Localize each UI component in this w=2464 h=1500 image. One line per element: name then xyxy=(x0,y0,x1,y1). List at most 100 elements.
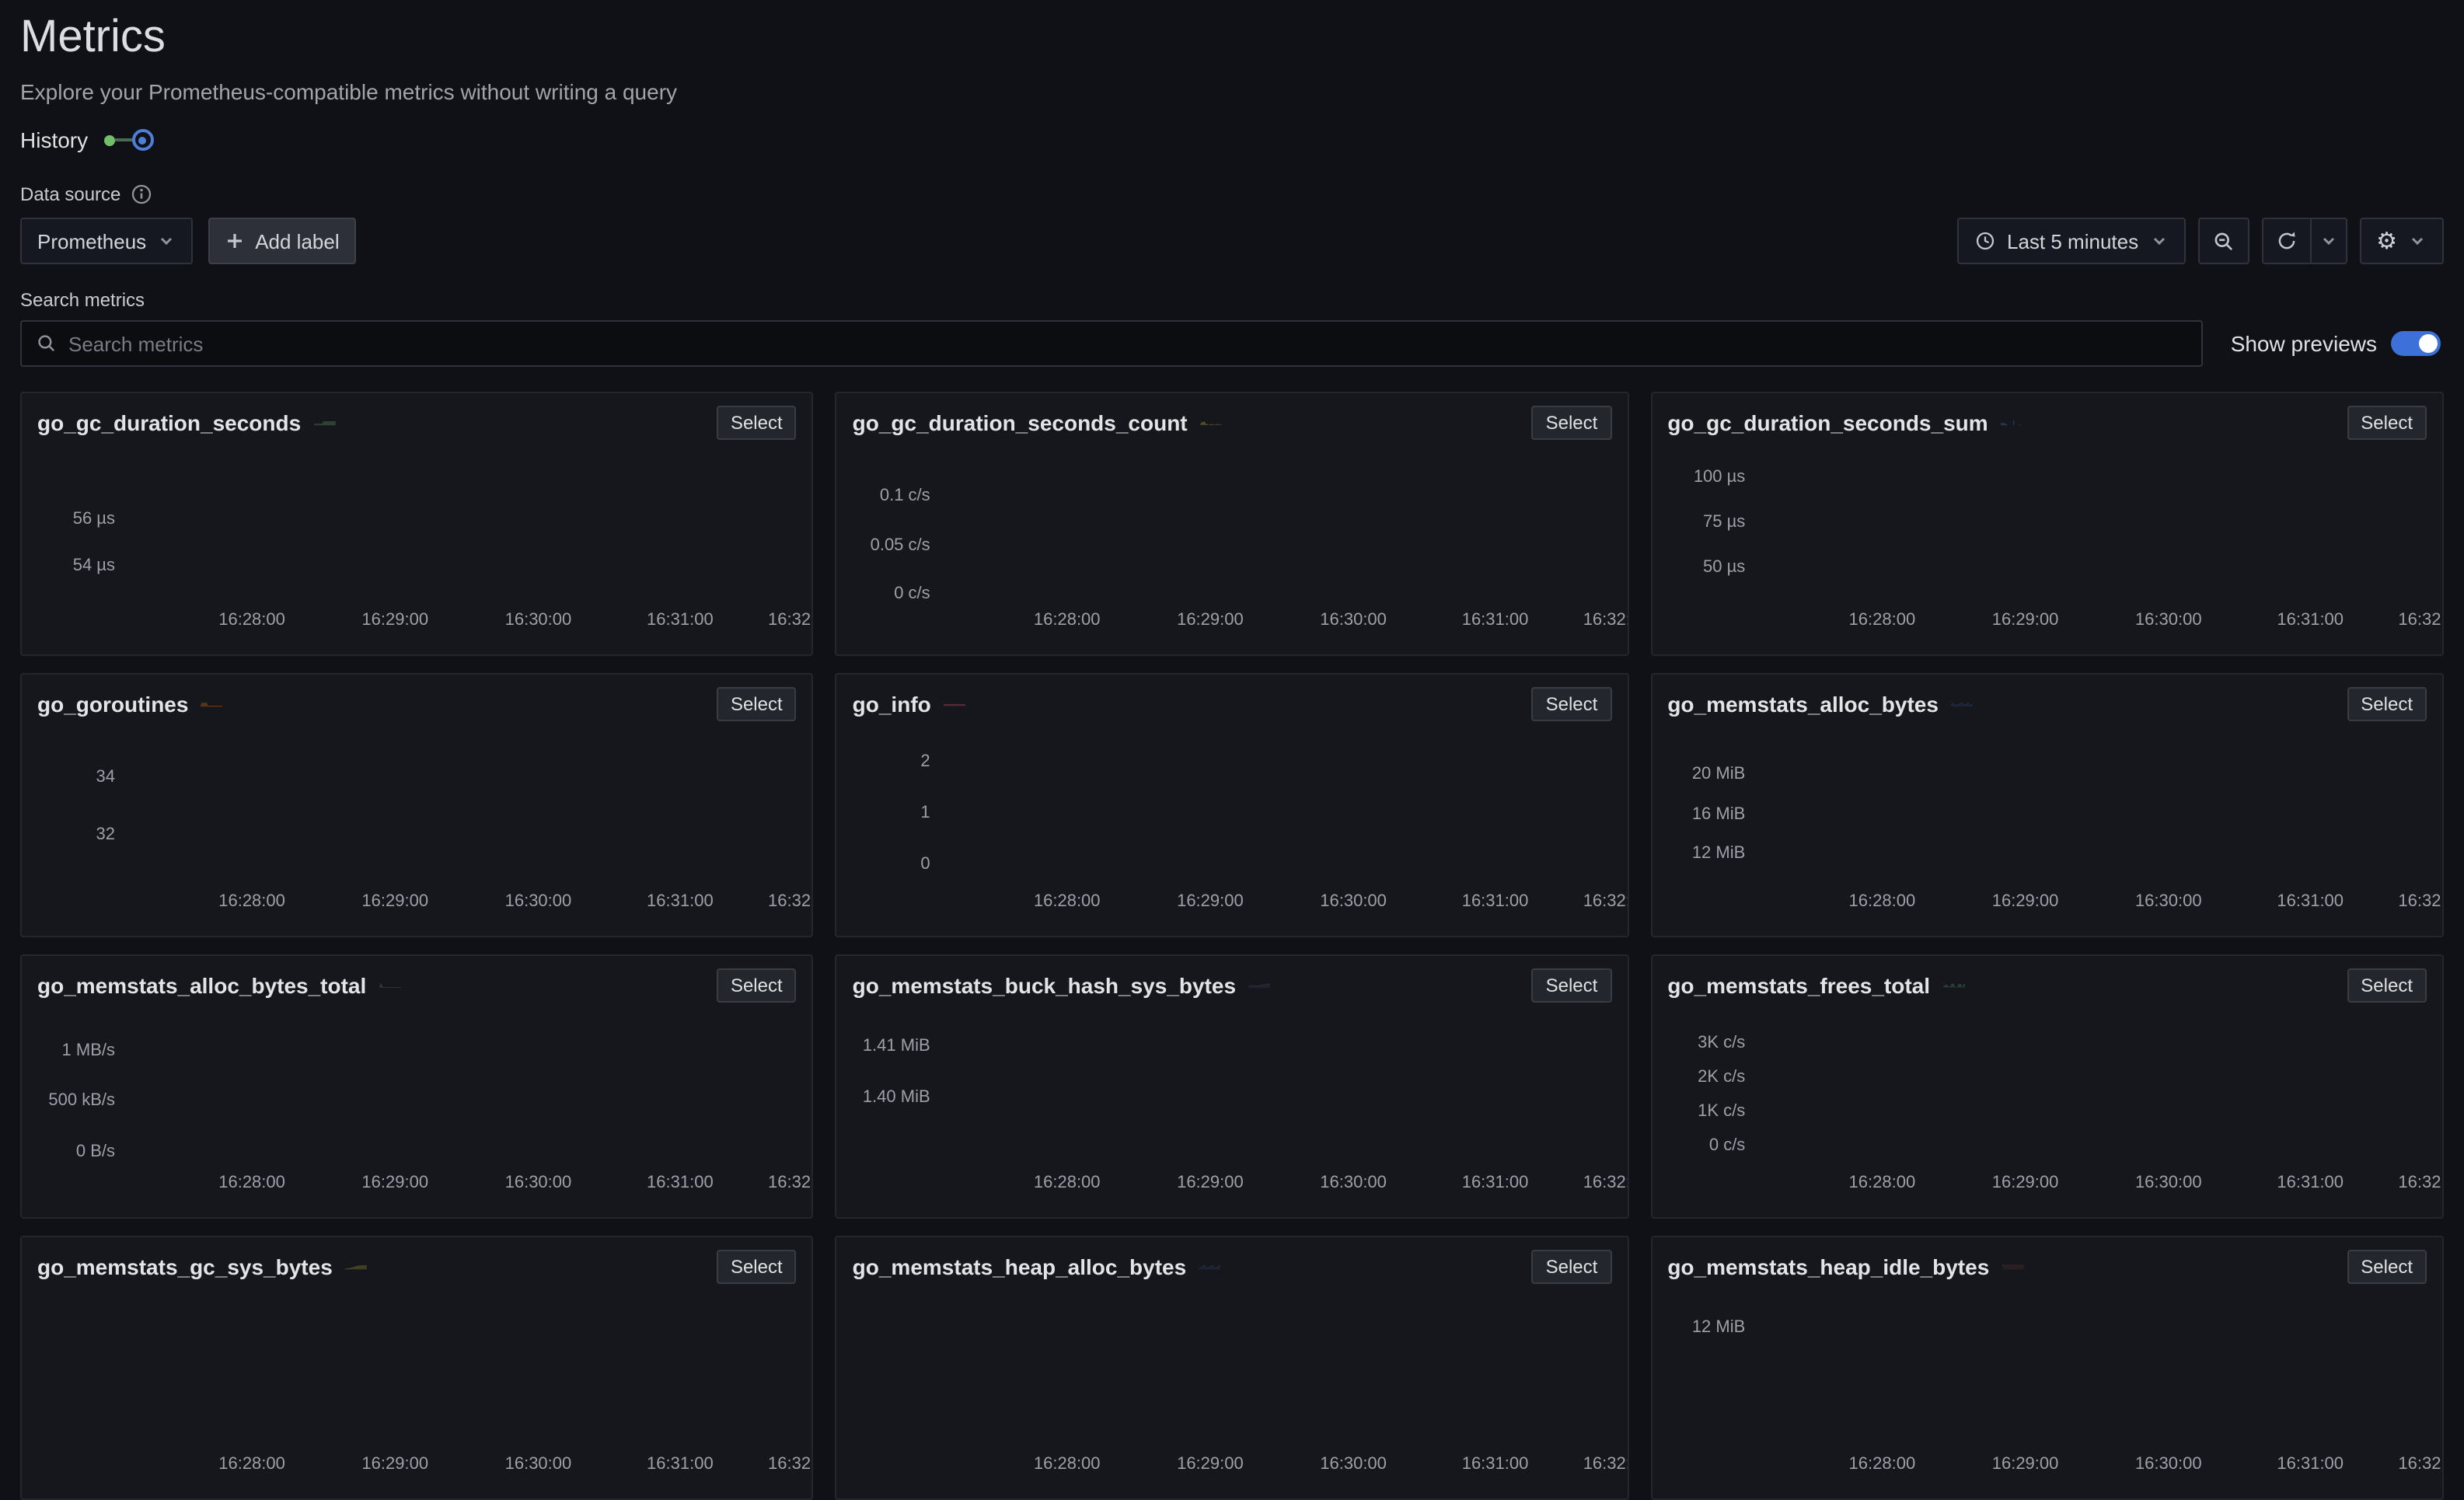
metric-name: go_memstats_heap_idle_bytes xyxy=(1667,1254,1989,1279)
x-axis-label: 16:29:00 xyxy=(361,611,428,630)
select-button[interactable]: Select xyxy=(717,687,797,721)
info-icon[interactable] xyxy=(379,975,400,996)
select-button[interactable]: Select xyxy=(2347,968,2427,1003)
x-axis-label: 16:31:00 xyxy=(2277,892,2344,911)
metric-card-header: go_info Select xyxy=(853,687,1612,721)
show-previews-toggle[interactable] xyxy=(2391,331,2441,356)
x-axis-label: 16:28:00 xyxy=(1849,892,1916,911)
info-icon[interactable] xyxy=(345,1256,367,1278)
info-icon[interactable] xyxy=(944,693,965,715)
x-axis-label: 16:28:00 xyxy=(1849,611,1916,630)
info-icon[interactable] xyxy=(2002,1256,2023,1278)
x-axis-label: 16:31:00 xyxy=(647,1174,714,1192)
plot-area xyxy=(1757,449,2427,605)
plot-area xyxy=(1757,1293,2427,1449)
info-icon[interactable] xyxy=(1248,975,1270,996)
search-icon xyxy=(36,333,58,354)
info-icon[interactable] xyxy=(1942,975,1964,996)
history-toggle-ring xyxy=(131,129,153,151)
x-axis-label: 16:29:00 xyxy=(1992,892,2059,911)
y-axis-label: 500 kB/s xyxy=(48,1092,115,1111)
info-icon[interactable] xyxy=(2001,412,2023,434)
info-icon[interactable] xyxy=(1200,412,1222,434)
select-button[interactable]: Select xyxy=(1532,1250,1612,1284)
info-icon[interactable] xyxy=(201,693,222,715)
select-button[interactable]: Select xyxy=(2347,406,2427,440)
x-axis-label: 16:32: xyxy=(2398,892,2444,911)
refresh-button[interactable] xyxy=(2261,218,2311,264)
plot-area xyxy=(127,731,797,886)
x-axis-label: 16:32: xyxy=(1583,611,1629,630)
datasource-section-label: Data source xyxy=(20,183,2444,205)
x-axis-label: 16:28:00 xyxy=(218,611,285,630)
metric-card: go_memstats_buck_hash_sys_bytes Select 1… xyxy=(836,954,1629,1219)
x-axis-label: 16:29:00 xyxy=(361,892,428,911)
plot-area xyxy=(943,731,1612,886)
metric-name: go_memstats_buck_hash_sys_bytes xyxy=(853,973,1236,998)
y-axis-label: 1 xyxy=(920,804,930,822)
datasource-select[interactable]: Prometheus xyxy=(20,218,193,264)
metric-name: go_memstats_heap_alloc_bytes xyxy=(853,1254,1187,1279)
metric-name: go_gc_duration_seconds_count xyxy=(853,410,1188,435)
select-button[interactable]: Select xyxy=(1532,968,1612,1003)
select-button[interactable]: Select xyxy=(1532,406,1612,440)
history-toggle[interactable] xyxy=(103,129,153,151)
x-axis-label: 16:28:00 xyxy=(218,1174,285,1192)
gear-icon: ⚙ xyxy=(2376,229,2397,253)
x-axis-label: 16:31:00 xyxy=(647,611,714,630)
select-button[interactable]: Select xyxy=(717,968,797,1003)
info-icon[interactable] xyxy=(1199,1256,1220,1278)
info-icon[interactable] xyxy=(130,183,152,205)
x-axis-label: 16:30:00 xyxy=(505,1174,572,1192)
info-icon[interactable] xyxy=(1951,693,1973,715)
history-row: History xyxy=(20,127,2444,152)
select-button[interactable]: Select xyxy=(2347,1250,2427,1284)
x-axis-label: 16:28:00 xyxy=(1849,1174,1916,1192)
x-axis-label: 16:29:00 xyxy=(1992,1174,2059,1192)
x-axis-label: 16:31:00 xyxy=(647,892,714,911)
select-button[interactable]: Select xyxy=(2347,687,2427,721)
plus-icon xyxy=(225,232,244,250)
settings-button[interactable]: ⚙ xyxy=(2359,218,2444,264)
y-axis-label: 0.1 c/s xyxy=(880,487,930,505)
zoom-out-button[interactable] xyxy=(2197,218,2249,264)
x-axis-label: 16:32: xyxy=(768,1455,814,1474)
y-axis-label: 3K c/s xyxy=(1698,1034,1745,1052)
chart-svg xyxy=(943,1012,1612,1167)
x-axis-label: 16:30:00 xyxy=(1320,1174,1387,1192)
x-axis-label: 16:32: xyxy=(768,1174,814,1192)
x-axis-label: 16:31:00 xyxy=(2277,611,2344,630)
plot-area xyxy=(1757,731,2427,886)
refresh-interval-dropdown[interactable] xyxy=(2309,218,2347,264)
select-button[interactable]: Select xyxy=(717,406,797,440)
metric-card: go_memstats_alloc_bytes_total Select 1 M… xyxy=(20,954,814,1219)
x-axis-label: 16:32: xyxy=(2398,611,2444,630)
history-toggle-dot xyxy=(103,134,114,145)
x-axis-label: 16:28:00 xyxy=(1034,1455,1101,1474)
add-label-button[interactable]: Add label xyxy=(208,218,356,264)
x-axis-label: 16:30:00 xyxy=(505,611,572,630)
plot-area xyxy=(127,1012,797,1167)
select-button[interactable]: Select xyxy=(1532,687,1612,721)
search-input[interactable] xyxy=(68,332,2187,355)
metric-name: go_memstats_gc_sys_bytes xyxy=(37,1254,333,1279)
time-range-picker[interactable]: Last 5 minutes xyxy=(1957,218,2185,264)
x-axis-label: 16:32: xyxy=(1583,892,1629,911)
x-axis-label: 16:32: xyxy=(2398,1174,2444,1192)
info-icon[interactable] xyxy=(313,412,335,434)
x-axis-label: 16:29:00 xyxy=(1177,1174,1244,1192)
y-axis-label: 0 c/s xyxy=(894,584,930,603)
search-row: Show previews xyxy=(20,320,2444,367)
chart-svg xyxy=(1757,449,2427,605)
y-axis-label: 34 xyxy=(96,767,116,786)
select-button[interactable]: Select xyxy=(717,1250,797,1284)
x-axis-label: 16:31:00 xyxy=(1462,892,1529,911)
